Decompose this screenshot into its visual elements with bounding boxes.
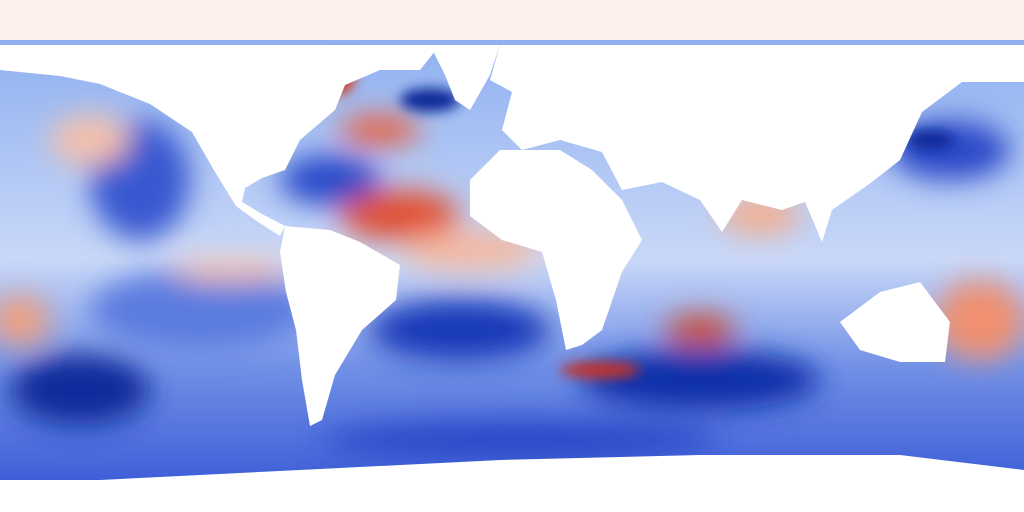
- australia: [840, 282, 950, 362]
- cold-patch: [580, 350, 820, 410]
- antarctica: [0, 455, 1024, 512]
- cold-patch: [370, 300, 550, 360]
- warm-patch: [340, 115, 420, 145]
- land: [0, 45, 1024, 512]
- greenland: [430, 45, 500, 110]
- anomaly-patches: [0, 115, 1024, 460]
- africa: [470, 150, 642, 350]
- warm-patch: [50, 115, 130, 165]
- warm-patch: [340, 190, 460, 240]
- south-america: [280, 226, 400, 426]
- warm-patch: [665, 315, 735, 345]
- warm-patch: [0, 295, 50, 345]
- eurasia: [490, 45, 1024, 242]
- warm-patch: [560, 362, 640, 378]
- cold-patch: [90, 270, 310, 350]
- cold-patch: [400, 88, 460, 112]
- cold-patch: [10, 355, 150, 425]
- north-america: [0, 45, 440, 236]
- cold-patch: [280, 155, 380, 205]
- warm-patch: [170, 258, 290, 282]
- cold-patch: [320, 420, 720, 460]
- warm-patch: [935, 280, 1024, 360]
- cold-patch: [905, 130, 955, 150]
- arctic-band: [0, 0, 1024, 45]
